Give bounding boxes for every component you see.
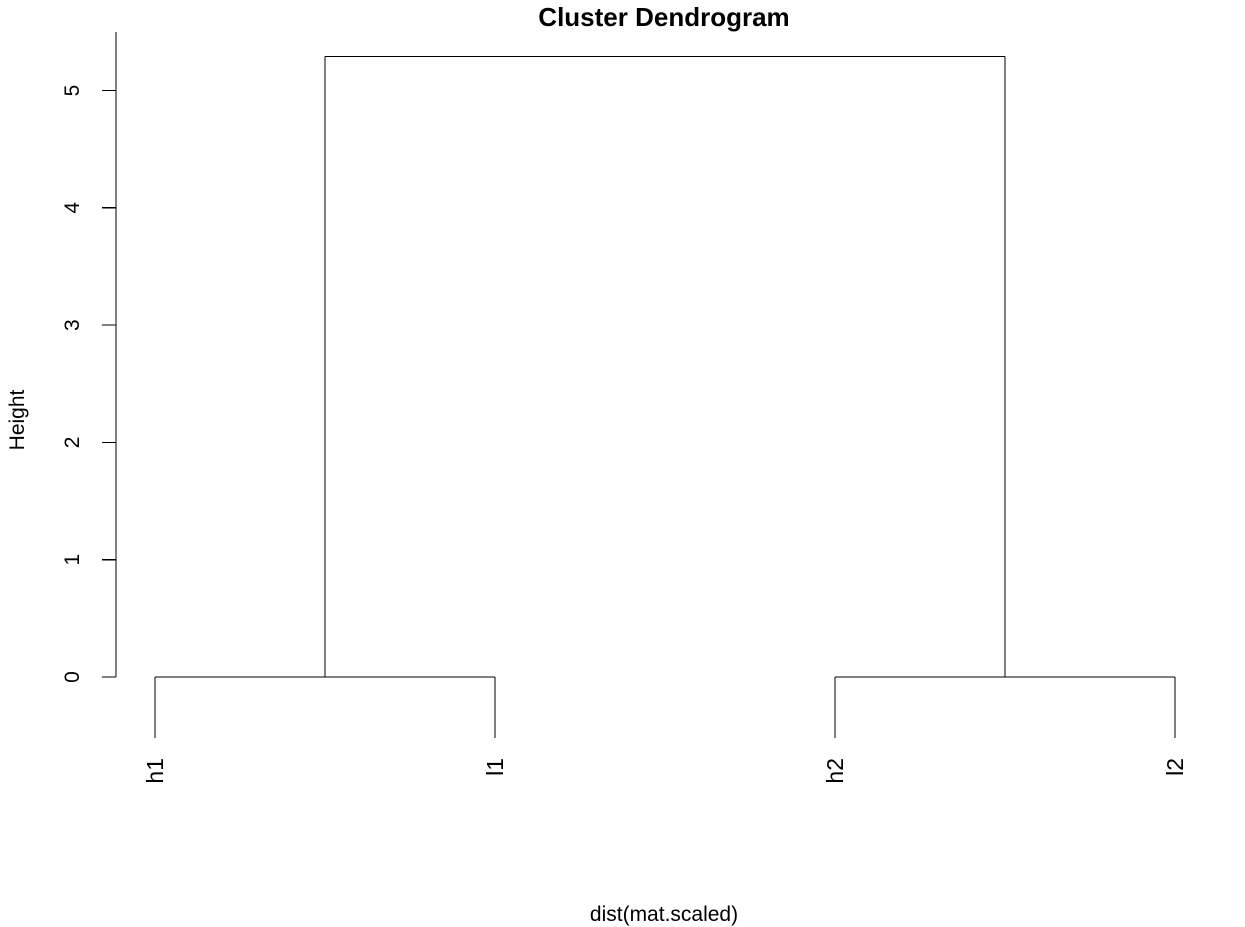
chart-title: Cluster Dendrogram <box>538 2 789 32</box>
y-axis-label: Height <box>6 389 29 450</box>
y-tick-label: 2 <box>61 437 84 449</box>
y-tick-label: 4 <box>61 202 84 214</box>
leaf-labels: h1 l1 h2 l2 <box>142 758 1188 784</box>
y-tick-label: 3 <box>61 319 84 331</box>
y-tick-label: 1 <box>61 554 84 566</box>
y-axis: 0 1 2 3 4 5 <box>61 31 117 683</box>
leaf-label: l1 <box>482 758 508 776</box>
x-axis-label: dist(mat.scaled) <box>590 903 738 926</box>
leaf-label: h2 <box>822 758 848 784</box>
leaf-label: l2 <box>1162 758 1188 776</box>
y-tick-label: 5 <box>61 85 84 97</box>
y-tick-label: 0 <box>61 671 84 683</box>
dendrogram-tree <box>154 55 1176 738</box>
leaf-label: h1 <box>142 758 168 784</box>
